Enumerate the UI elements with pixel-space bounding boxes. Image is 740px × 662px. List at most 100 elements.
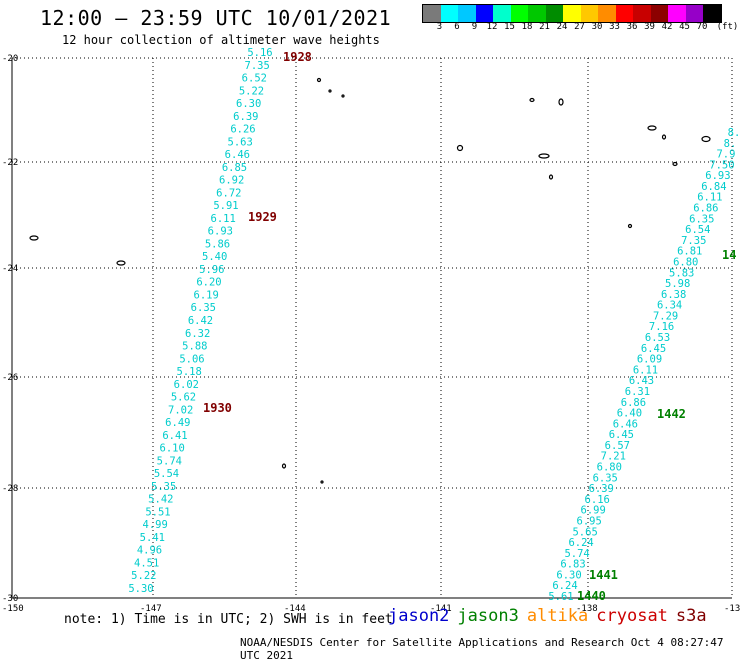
wave-height-label: 6.80 (673, 256, 698, 268)
island-outline (328, 89, 332, 93)
wave-height-label: 8. (724, 138, 737, 150)
wave-height-label: 5.18 (177, 366, 202, 378)
color-swatch (598, 5, 616, 22)
color-scale-label: 3 (436, 22, 443, 32)
satellite-tracks: 5.167.356.525.226.306.396.265.636.466.85… (128, 47, 740, 603)
wave-height-label: 5.16 (247, 47, 272, 59)
latitude-label: -28 (2, 484, 18, 494)
wave-height-label: 6.46 (613, 418, 638, 430)
wave-height-label: 6.86 (621, 397, 646, 409)
color-scale-label: 21 (539, 22, 550, 32)
color-swatch (650, 5, 668, 22)
island-outline (647, 125, 657, 131)
color-swatch (580, 5, 598, 22)
wave-height-label: 5.96 (199, 264, 224, 276)
wave-height-label: 6.49 (165, 417, 190, 429)
latitude-label: -20 (2, 54, 18, 64)
wave-height-label: 5.86 (205, 238, 230, 250)
color-scale-label: 24 (556, 22, 568, 32)
color-swatch (563, 5, 581, 22)
island-outline (116, 260, 126, 266)
wave-height-label: 6.53 (645, 332, 670, 344)
island-outline (548, 174, 554, 180)
longitude-label: -138 (576, 604, 598, 614)
wave-height-label: 5.74 (157, 455, 182, 467)
wave-height-label: 6.16 (585, 494, 610, 506)
latitude-label: -22 (2, 158, 18, 168)
island-outline (558, 98, 564, 106)
wave-height-label: 6.24 (552, 580, 577, 592)
wave-height-label: 6.38 (661, 289, 686, 301)
color-scale-label: (ft) (716, 22, 739, 32)
wave-height-label: 5.22 (131, 570, 156, 582)
wave-height-label: 6.19 (194, 289, 219, 301)
color-swatch (668, 5, 686, 22)
wave-height-label: 5.51 (145, 506, 170, 518)
wave-height-label: 4.51 (134, 557, 159, 569)
wave-height-label: 7.9 (716, 149, 735, 161)
pass-time-label: 1440 (577, 589, 606, 603)
wave-height-label: 5.61 (548, 591, 573, 603)
wave-height-label: 6.81 (677, 246, 702, 258)
map-subtitle: 12 hour collection of altimeter wave hei… (62, 33, 380, 47)
satellite-legend: jason2 jason3 altika cryosat s3a (388, 606, 715, 626)
wave-height-label: 6.35 (191, 302, 216, 314)
pass-time-label: 1442 (657, 407, 686, 421)
wave-height-label: 5.42 (148, 494, 173, 506)
wave-height-label: 6.31 (625, 386, 650, 398)
wave-height-label: 6.43 (629, 375, 654, 387)
latitude-labels: -20 -22 -24 -26 -28 -30 (2, 54, 18, 604)
longitude-label: -147 (140, 604, 162, 614)
island-outline (529, 97, 535, 103)
color-swatch (440, 5, 458, 22)
wave-height-label: 6.93 (208, 226, 233, 238)
pass-time-label: 1441 (589, 568, 618, 582)
color-swatch (510, 5, 528, 22)
wave-height-label: 4.99 (143, 519, 168, 531)
color-swatch (703, 5, 721, 22)
island-outline (627, 223, 633, 229)
wave-height-label: 7.16 (649, 321, 674, 333)
wave-height-label: 7.50 (709, 159, 734, 171)
wave-height-label: 5.63 (228, 136, 253, 148)
wave-height-label: 6.83 (560, 559, 585, 571)
color-scale-label: 27 (574, 22, 585, 32)
wave-height-label: 7.02 (168, 404, 193, 416)
color-swatch (633, 5, 651, 22)
wave-height-label: 5.83 (669, 267, 694, 279)
wave-height-label: 6.52 (242, 73, 267, 85)
wave-height-label: 6.99 (581, 505, 606, 517)
wave-height-label: 5.98 (665, 278, 690, 290)
longitude-label: -13 (724, 604, 740, 614)
wave-height-label: 6.11 (211, 213, 236, 225)
color-scale-label: 9 (471, 22, 478, 32)
wave-height-label: 5.22 (239, 85, 264, 97)
wave-height-label: 6.34 (657, 300, 682, 312)
color-swatch (458, 5, 476, 22)
wave-height-label: 5.62 (171, 392, 196, 404)
satellite-jason2-label: jason2 (388, 606, 450, 626)
color-swatch (475, 5, 493, 22)
wave-height-label: 6.86 (693, 203, 718, 215)
wave-height-label: 6.45 (609, 429, 634, 441)
longitude-label: -150 (2, 604, 24, 614)
island-outline (456, 144, 464, 152)
color-scale-label: 33 (609, 22, 620, 32)
island-outline (672, 161, 678, 167)
island-outline (661, 134, 667, 140)
wave-height-label: 6.20 (196, 277, 221, 289)
lat-lon-grid (11, 57, 733, 599)
wave-height-label: 6.41 (162, 430, 187, 442)
wave-height-label: 6.80 (597, 462, 622, 474)
satellite-cryosat-label: cryosat (596, 606, 668, 626)
wave-height-label: 6.24 (568, 537, 593, 549)
wave-height-label: 6.95 (577, 515, 602, 527)
island-outline (538, 153, 550, 159)
wave-height-label: 6.39 (589, 483, 614, 495)
wave-height-label: 6.09 (637, 354, 662, 366)
wave-height-label: 6.84 (701, 181, 726, 193)
wave-height-label: 6.54 (685, 224, 710, 236)
longitude-label: -144 (284, 604, 306, 614)
color-scale-label: 39 (644, 22, 655, 32)
